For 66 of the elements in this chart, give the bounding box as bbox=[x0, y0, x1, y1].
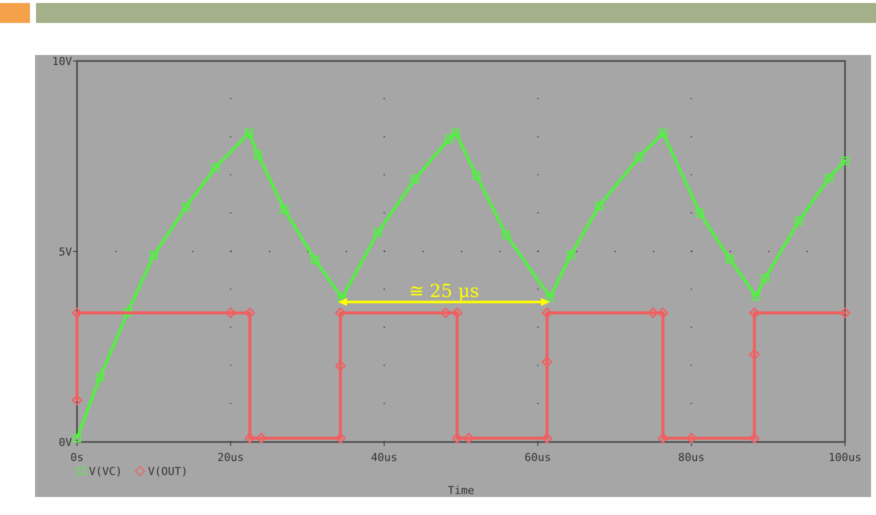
point bbox=[794, 216, 804, 226]
point bbox=[410, 174, 420, 184]
point bbox=[150, 251, 158, 260]
point bbox=[96, 372, 104, 382]
point bbox=[658, 432, 668, 444]
point bbox=[335, 432, 346, 444]
point bbox=[451, 128, 460, 138]
y-tick-label: 5V bbox=[58, 246, 72, 258]
point bbox=[824, 174, 834, 182]
point bbox=[440, 308, 451, 318]
point bbox=[225, 308, 236, 318]
x-axis-title: Time bbox=[448, 484, 474, 497]
point bbox=[374, 228, 382, 236]
point bbox=[452, 308, 462, 318]
point bbox=[686, 432, 697, 444]
point bbox=[72, 394, 82, 406]
point bbox=[566, 250, 576, 260]
point bbox=[542, 356, 552, 368]
point bbox=[244, 308, 256, 318]
point bbox=[244, 432, 256, 444]
annotation: ≅ 25 μs bbox=[408, 281, 480, 302]
point bbox=[335, 308, 346, 318]
point bbox=[444, 134, 453, 144]
point bbox=[244, 128, 254, 138]
point bbox=[594, 202, 604, 210]
point bbox=[338, 294, 346, 302]
point bbox=[546, 292, 554, 302]
point bbox=[254, 150, 262, 160]
point bbox=[840, 308, 850, 318]
point bbox=[749, 308, 760, 318]
legend-label: V(VC) bbox=[89, 465, 122, 478]
x-tick-label: 0s bbox=[70, 451, 84, 464]
x-tick-label: 60us bbox=[524, 451, 552, 464]
point bbox=[648, 308, 658, 318]
point bbox=[726, 254, 734, 264]
x-tick-label: 20us bbox=[217, 451, 244, 464]
point bbox=[335, 360, 346, 372]
point bbox=[760, 274, 770, 282]
point bbox=[182, 202, 190, 212]
point bbox=[658, 128, 668, 138]
point bbox=[752, 292, 760, 300]
point bbox=[658, 308, 668, 318]
point bbox=[463, 432, 474, 444]
point bbox=[280, 205, 289, 214]
x-tick-label: 80us bbox=[678, 451, 705, 464]
point bbox=[256, 432, 267, 444]
point bbox=[634, 152, 644, 162]
point bbox=[749, 349, 760, 360]
point bbox=[502, 230, 511, 240]
point bbox=[452, 432, 462, 444]
y-tick-label: 10V bbox=[52, 55, 72, 68]
point bbox=[310, 256, 320, 264]
point bbox=[749, 432, 760, 444]
point bbox=[72, 434, 82, 442]
point bbox=[696, 208, 704, 218]
point bbox=[72, 308, 82, 318]
point bbox=[123, 308, 132, 316]
point bbox=[840, 156, 850, 166]
x-tick-label: 100us bbox=[828, 451, 862, 464]
point bbox=[210, 163, 220, 172]
point bbox=[542, 432, 552, 444]
point bbox=[542, 308, 552, 318]
point bbox=[472, 171, 481, 180]
x-tick-label: 40us bbox=[370, 451, 398, 464]
legend-label: V(OUT) bbox=[148, 465, 188, 478]
y-tick-label: 0V bbox=[58, 436, 72, 449]
